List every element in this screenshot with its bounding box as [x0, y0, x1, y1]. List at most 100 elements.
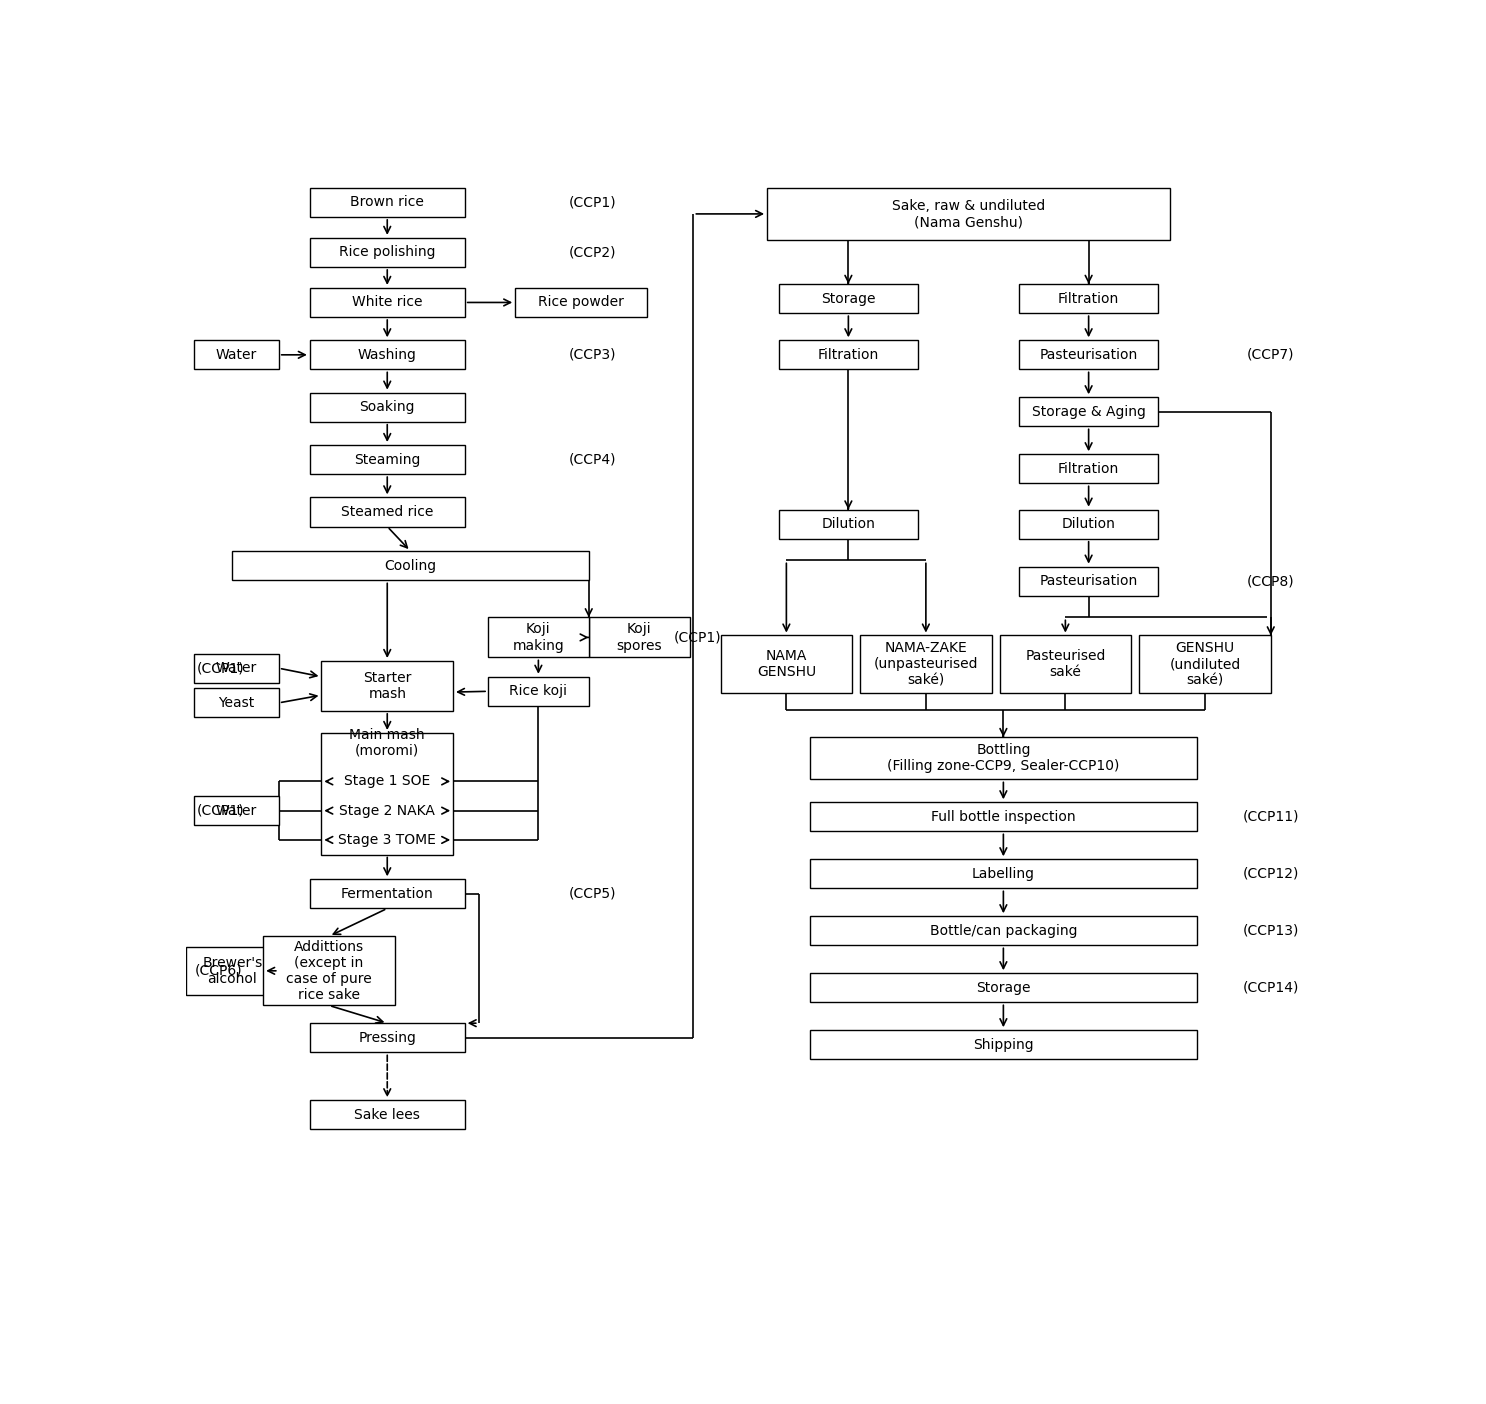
Text: NAMA
GENSHU: NAMA GENSHU	[756, 649, 816, 680]
FancyBboxPatch shape	[309, 288, 465, 317]
Text: Main mash
(moromi): Main mash (moromi)	[349, 727, 425, 758]
Text: (CCP1): (CCP1)	[673, 630, 721, 644]
Text: Washing: Washing	[358, 348, 416, 362]
Text: (CCP2): (CCP2)	[569, 246, 617, 260]
FancyBboxPatch shape	[1138, 636, 1271, 694]
FancyBboxPatch shape	[309, 1024, 465, 1053]
FancyBboxPatch shape	[860, 636, 991, 694]
FancyBboxPatch shape	[810, 802, 1198, 831]
Text: Rice koji: Rice koji	[510, 684, 568, 698]
FancyBboxPatch shape	[779, 284, 918, 313]
Text: Rice powder: Rice powder	[538, 295, 624, 309]
FancyBboxPatch shape	[779, 340, 918, 369]
Text: Dilution: Dilution	[822, 517, 875, 531]
FancyBboxPatch shape	[309, 393, 465, 421]
FancyBboxPatch shape	[309, 340, 465, 369]
FancyBboxPatch shape	[721, 636, 853, 694]
Text: NAMA-ZAKE
(unpasteurised
saké): NAMA-ZAKE (unpasteurised saké)	[874, 642, 978, 688]
FancyBboxPatch shape	[516, 288, 646, 317]
FancyBboxPatch shape	[309, 1101, 465, 1129]
FancyBboxPatch shape	[321, 733, 453, 855]
Text: Pasteurisation: Pasteurisation	[1040, 348, 1138, 362]
Text: Starter
mash: Starter mash	[363, 671, 412, 701]
Text: Fermentation: Fermentation	[340, 887, 434, 901]
Text: Full bottle inspection: Full bottle inspection	[932, 810, 1076, 824]
FancyBboxPatch shape	[309, 497, 465, 526]
Text: (CCP1): (CCP1)	[196, 803, 244, 817]
Text: Filtration: Filtration	[1058, 462, 1119, 476]
Text: Pasteurised
saké: Pasteurised saké	[1025, 649, 1106, 680]
Text: Brewer's
alcohol: Brewer's alcohol	[202, 956, 263, 986]
Text: Yeast: Yeast	[218, 696, 254, 710]
Text: Soaking: Soaking	[360, 400, 415, 414]
FancyBboxPatch shape	[810, 737, 1198, 779]
FancyBboxPatch shape	[810, 917, 1198, 945]
Text: (CCP11): (CCP11)	[1242, 810, 1299, 824]
Text: Koji
spores: Koji spores	[617, 622, 661, 653]
Text: White rice: White rice	[352, 295, 422, 309]
Text: (CCP1): (CCP1)	[196, 661, 244, 675]
Text: Storage: Storage	[976, 981, 1031, 995]
Text: Storage & Aging: Storage & Aging	[1031, 404, 1146, 418]
FancyBboxPatch shape	[810, 859, 1198, 889]
Text: (CCP4): (CCP4)	[569, 452, 617, 466]
FancyBboxPatch shape	[767, 188, 1169, 240]
FancyBboxPatch shape	[1000, 636, 1131, 694]
Text: (CCP14): (CCP14)	[1242, 981, 1299, 995]
Text: Steaming: Steaming	[354, 452, 421, 466]
FancyBboxPatch shape	[193, 654, 279, 682]
Text: Filtration: Filtration	[817, 348, 880, 362]
Text: Steamed rice: Steamed rice	[342, 505, 434, 519]
Text: Sake lees: Sake lees	[354, 1108, 421, 1122]
Text: Shipping: Shipping	[973, 1038, 1034, 1052]
Text: Stage 1 SOE: Stage 1 SOE	[345, 775, 431, 789]
Text: (CCP8): (CCP8)	[1247, 574, 1294, 588]
Text: Koji
making: Koji making	[513, 622, 565, 653]
Text: Water: Water	[215, 803, 257, 817]
Text: Addittions
(except in
case of pure
rice sake: Addittions (except in case of pure rice …	[287, 939, 372, 1002]
FancyBboxPatch shape	[309, 445, 465, 475]
Text: (CCP13): (CCP13)	[1242, 924, 1299, 938]
Text: (CCP7): (CCP7)	[1247, 348, 1294, 362]
FancyBboxPatch shape	[487, 618, 588, 657]
Text: Pasteurisation: Pasteurisation	[1040, 574, 1138, 588]
FancyBboxPatch shape	[588, 618, 690, 657]
Text: Dilution: Dilution	[1061, 517, 1116, 531]
Text: Sake, raw & undiluted
(Nama Genshu): Sake, raw & undiluted (Nama Genshu)	[892, 199, 1045, 229]
Text: (CCP12): (CCP12)	[1242, 866, 1299, 880]
Text: Bottling
(Filling zone-CCP9, Sealer-CCP10): Bottling (Filling zone-CCP9, Sealer-CCP1…	[887, 743, 1119, 774]
FancyBboxPatch shape	[810, 973, 1198, 1002]
Text: (CCP1): (CCP1)	[569, 195, 617, 209]
FancyBboxPatch shape	[193, 796, 279, 826]
FancyBboxPatch shape	[309, 188, 465, 218]
FancyBboxPatch shape	[193, 340, 279, 369]
Text: Rice polishing: Rice polishing	[339, 246, 435, 260]
FancyBboxPatch shape	[487, 677, 588, 706]
FancyBboxPatch shape	[309, 237, 465, 267]
Text: Brown rice: Brown rice	[351, 195, 424, 209]
Text: Stage 3 TOME: Stage 3 TOME	[339, 833, 437, 847]
Text: Water: Water	[215, 348, 257, 362]
Text: (CCP5): (CCP5)	[569, 887, 617, 901]
FancyBboxPatch shape	[1019, 284, 1159, 313]
FancyBboxPatch shape	[1019, 453, 1159, 483]
FancyBboxPatch shape	[1019, 340, 1159, 369]
Text: Cooling: Cooling	[385, 559, 437, 573]
FancyBboxPatch shape	[1019, 397, 1159, 427]
Text: Stage 2 NAKA: Stage 2 NAKA	[339, 803, 435, 817]
Text: (CCP3): (CCP3)	[569, 348, 617, 362]
Text: Labelling: Labelling	[972, 866, 1034, 880]
Text: Filtration: Filtration	[1058, 292, 1119, 306]
Text: Pressing: Pressing	[358, 1031, 416, 1045]
FancyBboxPatch shape	[1019, 567, 1159, 595]
FancyBboxPatch shape	[186, 946, 279, 994]
FancyBboxPatch shape	[309, 879, 465, 908]
Text: Bottle/can packaging: Bottle/can packaging	[930, 924, 1077, 938]
FancyBboxPatch shape	[193, 688, 279, 717]
FancyBboxPatch shape	[263, 936, 395, 1005]
Text: GENSHU
(undiluted
saké): GENSHU (undiluted saké)	[1169, 642, 1241, 688]
Text: Water: Water	[215, 661, 257, 675]
FancyBboxPatch shape	[321, 661, 453, 710]
FancyBboxPatch shape	[779, 510, 918, 539]
Text: Storage: Storage	[822, 292, 875, 306]
